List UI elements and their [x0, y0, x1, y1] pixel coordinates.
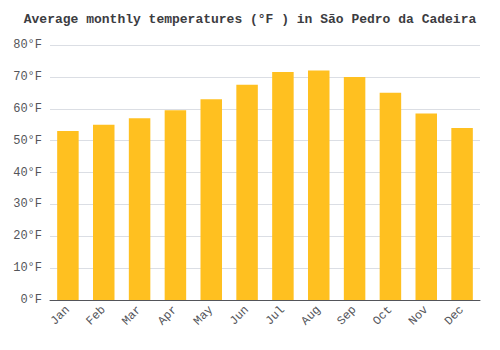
- svg-text:Jul: Jul: [263, 303, 288, 328]
- svg-text:Average monthly temperatures (: Average monthly temperatures (°F ) in Sã…: [24, 12, 477, 27]
- svg-text:Apr: Apr: [155, 303, 180, 328]
- svg-text:Jan: Jan: [48, 303, 73, 328]
- svg-text:40°F: 40°F: [13, 166, 42, 180]
- svg-text:Dec: Dec: [442, 303, 467, 328]
- svg-text:30°F: 30°F: [13, 197, 42, 211]
- svg-text:Aug: Aug: [299, 303, 324, 328]
- svg-text:70°F: 70°F: [13, 70, 42, 84]
- svg-text:May: May: [191, 303, 216, 328]
- svg-text:20°F: 20°F: [13, 229, 42, 243]
- svg-text:80°F: 80°F: [13, 38, 42, 52]
- svg-text:Jun: Jun: [227, 303, 252, 328]
- svg-text:Oct: Oct: [370, 303, 395, 328]
- svg-text:0°F: 0°F: [20, 293, 42, 307]
- svg-text:Sep: Sep: [334, 303, 359, 328]
- svg-text:Feb: Feb: [84, 303, 109, 328]
- svg-text:10°F: 10°F: [13, 261, 42, 275]
- svg-text:Mar: Mar: [119, 303, 144, 328]
- svg-text:Nov: Nov: [406, 303, 431, 328]
- svg-text:60°F: 60°F: [13, 102, 42, 116]
- svg-text:50°F: 50°F: [13, 134, 42, 148]
